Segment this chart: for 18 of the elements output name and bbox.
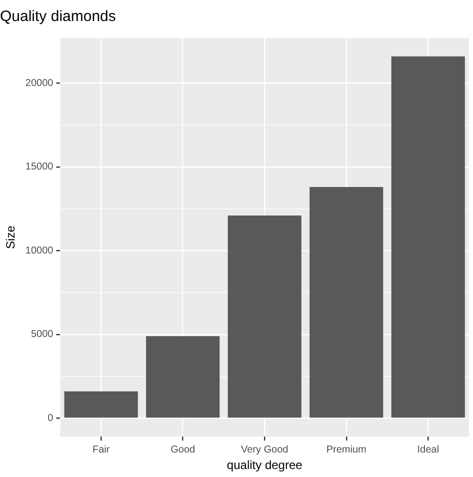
x-tick-label: Ideal [417,444,439,456]
bar [146,336,220,418]
bar [64,391,138,418]
y-tick-label: 5000 [30,329,54,340]
chart-title: Quality diamonds [0,8,116,26]
x-tick-label: Fair [92,444,110,456]
x-tick-label: Very Good [240,444,288,456]
bar [391,56,465,418]
bar [228,216,302,418]
x-tick-label: Good [170,444,196,456]
y-tick-label: 15000 [25,162,54,173]
y-axis-title: Size [4,225,18,249]
y-tick-label: 10000 [25,245,54,256]
x-axis-title: quality degree [226,458,303,472]
y-tick-label: 20000 [25,78,54,89]
y-tick-label: 0 [48,412,54,424]
x-tick-label: Premium [326,444,366,456]
bar [310,187,384,418]
